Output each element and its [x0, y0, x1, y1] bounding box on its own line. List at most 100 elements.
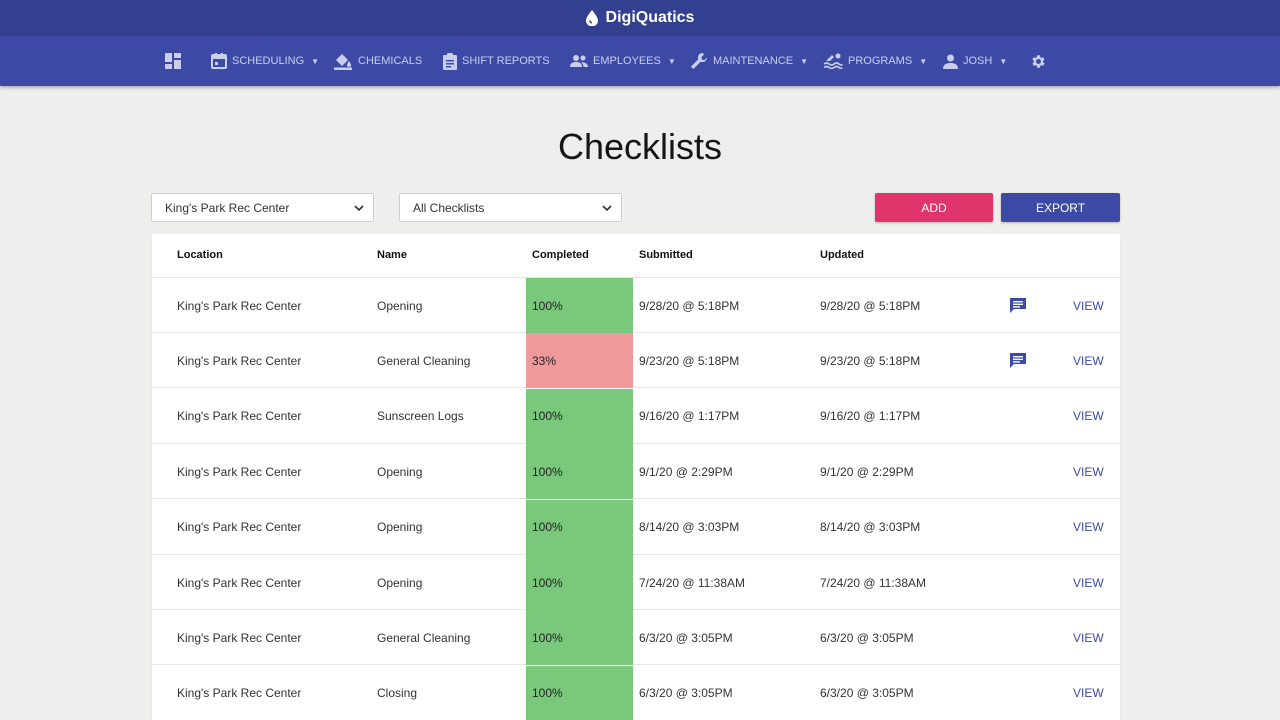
- cell-completed: 100%: [526, 665, 633, 720]
- cell-submitted: 9/1/20 @ 2:29PM: [639, 464, 733, 479]
- table-row: King's Park Rec Center Opening 100% 7/24/20…: [152, 555, 1120, 610]
- cell-submitted: 6/3/20 @ 3:05PM: [639, 630, 733, 645]
- cell-completed: 100%: [526, 278, 633, 333]
- checklists-table: Location Name Completed Submitted Update…: [152, 234, 1120, 720]
- chevron-down-icon: [602, 204, 612, 211]
- chevron-down-icon: ▼: [800, 56, 808, 66]
- nav-employees-label: Employees: [593, 55, 661, 67]
- nav-user-menu[interactable]: Josh ▼: [943, 36, 1007, 86]
- brand-logo[interactable]: DigiQuatics: [585, 9, 694, 27]
- nav-programs[interactable]: Programs ▼: [823, 36, 927, 86]
- dashboard-icon: [165, 53, 181, 69]
- location-select-value: King's Park Rec Center: [165, 200, 290, 215]
- export-button[interactable]: EXPORT: [1001, 193, 1120, 222]
- table-row: King's Park Rec Center Closing 100% 6/3/20 …: [152, 665, 1120, 720]
- cell-location: King's Park Rec Center: [177, 464, 302, 479]
- view-link[interactable]: VIEW: [1073, 520, 1104, 535]
- chevron-down-icon: ▼: [311, 56, 320, 66]
- comment-icon[interactable]: [1009, 352, 1027, 369]
- table-header: Location Name Completed Submitted Update…: [152, 234, 1120, 278]
- cell-completed: 100%: [526, 388, 633, 444]
- cell-completed: 100%: [526, 555, 633, 610]
- column-header-name[interactable]: Name: [377, 249, 407, 261]
- add-button[interactable]: ADD: [875, 193, 993, 222]
- chemicals-icon: [333, 52, 353, 70]
- water-drop-icon: [585, 10, 598, 26]
- column-header-completed[interactable]: Completed: [532, 249, 589, 261]
- nav-programs-label: Programs: [848, 55, 913, 67]
- cell-submitted: 9/23/20 @ 5:18PM: [639, 353, 740, 368]
- app-header: DigiQuatics: [0, 0, 1280, 36]
- cell-submitted: 9/28/20 @ 5:18PM: [639, 298, 740, 313]
- cell-submitted: 6/3/20 @ 3:05PM: [639, 686, 733, 701]
- cell-name: General Cleaning: [377, 630, 471, 645]
- nav-maintenance[interactable]: Maintenance ▼: [690, 36, 808, 86]
- wrench-icon: [690, 52, 708, 70]
- column-header-updated[interactable]: Updated: [820, 249, 864, 261]
- nav-shift-reports[interactable]: Shift Reports: [443, 36, 550, 86]
- chevron-down-icon: ▼: [919, 56, 928, 66]
- table-row: King's Park Rec Center Sunscreen Logs 100%…: [152, 388, 1120, 444]
- table-row: King's Park Rec Center General Cleaning 10…: [152, 610, 1120, 666]
- cell-location: King's Park Rec Center: [177, 298, 302, 313]
- table-row: King's Park Rec Center Opening 100% 9/1/20 …: [152, 444, 1120, 500]
- view-link[interactable]: VIEW: [1073, 686, 1104, 701]
- cell-submitted: 7/24/20 @ 11:38AM: [639, 575, 746, 590]
- view-link[interactable]: VIEW: [1073, 575, 1104, 590]
- nav-employees[interactable]: Employees ▼: [570, 36, 676, 86]
- nav-maintenance-label: Maintenance: [713, 55, 794, 67]
- nav-chemicals[interactable]: Chemicals: [333, 36, 422, 86]
- cell-name: Opening: [377, 464, 423, 479]
- cell-submitted: 9/16/20 @ 1:17PM: [639, 409, 740, 424]
- view-link[interactable]: VIEW: [1073, 630, 1104, 645]
- people-icon: [570, 54, 588, 68]
- cell-updated: 6/3/20 @ 3:05PM: [820, 686, 914, 701]
- chevron-down-icon: [354, 204, 364, 211]
- cell-completed: 100%: [526, 499, 633, 555]
- chevron-down-icon: ▼: [667, 56, 676, 66]
- cell-completed: 33%: [526, 333, 633, 389]
- nav-scheduling-label: Scheduling: [232, 55, 305, 67]
- cell-updated: 9/16/20 @ 1:17PM: [820, 409, 921, 424]
- table-row: King's Park Rec Center Opening 100% 8/14/20…: [152, 499, 1120, 555]
- gear-icon: [1030, 53, 1047, 70]
- cell-name: Opening: [377, 298, 423, 313]
- cell-updated: 8/14/20 @ 3:03PM: [820, 520, 921, 535]
- column-header-location[interactable]: Location: [177, 249, 223, 261]
- page-title: Checklists: [557, 126, 723, 167]
- cell-name: Opening: [377, 575, 423, 590]
- chevron-down-icon: ▼: [999, 56, 1008, 66]
- cell-location: King's Park Rec Center: [177, 409, 302, 424]
- cell-name: Sunscreen Logs: [377, 409, 464, 424]
- cell-location: King's Park Rec Center: [177, 630, 302, 645]
- cell-updated: 9/28/20 @ 5:18PM: [820, 298, 921, 313]
- cell-updated: 7/24/20 @ 11:38AM: [820, 575, 927, 590]
- report-icon: [443, 52, 457, 70]
- cell-updated: 9/1/20 @ 2:29PM: [820, 464, 914, 479]
- cell-location: King's Park Rec Center: [177, 686, 302, 701]
- cell-updated: 9/23/20 @ 5:18PM: [820, 353, 921, 368]
- column-header-submitted[interactable]: Submitted: [639, 249, 693, 261]
- cell-location: King's Park Rec Center: [177, 520, 302, 535]
- nav-settings[interactable]: [1030, 36, 1047, 86]
- person-icon: [943, 54, 958, 69]
- nav-dashboard[interactable]: [165, 36, 181, 86]
- view-link[interactable]: VIEW: [1073, 464, 1104, 479]
- cell-updated: 6/3/20 @ 3:05PM: [820, 630, 914, 645]
- checklist-select[interactable]: All Checklists: [399, 193, 622, 222]
- comment-icon[interactable]: [1009, 297, 1027, 314]
- nav-shift-reports-label: Shift Reports: [462, 55, 550, 67]
- nav-scheduling[interactable]: Scheduling ▼: [211, 36, 319, 86]
- checklist-select-value: All Checklists: [413, 200, 485, 215]
- calendar-icon: [211, 53, 227, 69]
- cell-location: King's Park Rec Center: [177, 575, 302, 590]
- view-link[interactable]: VIEW: [1073, 298, 1104, 313]
- swimmer-icon: [823, 53, 843, 69]
- cell-name: Opening: [377, 520, 423, 535]
- cell-location: King's Park Rec Center: [177, 353, 302, 368]
- nav-chemicals-label: Chemicals: [358, 55, 423, 67]
- view-link[interactable]: VIEW: [1073, 353, 1104, 368]
- cell-submitted: 8/14/20 @ 3:03PM: [639, 520, 740, 535]
- location-select[interactable]: King's Park Rec Center: [151, 193, 374, 222]
- view-link[interactable]: VIEW: [1073, 409, 1104, 424]
